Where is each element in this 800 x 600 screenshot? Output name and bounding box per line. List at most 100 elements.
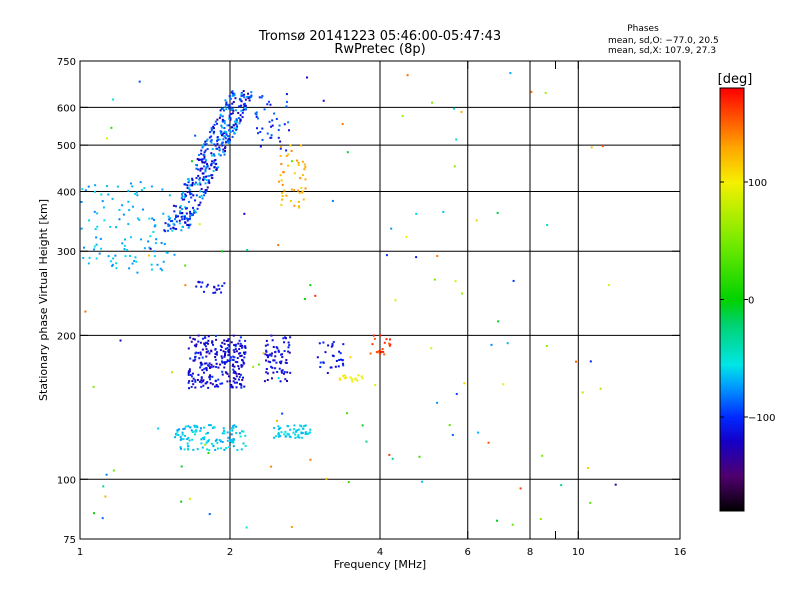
colorbar-band	[720, 274, 744, 276]
data-point	[237, 365, 240, 368]
data-point	[181, 431, 184, 434]
data-point	[152, 230, 155, 233]
colorbar-band	[720, 448, 744, 450]
data-point	[372, 334, 375, 337]
colorbar-band	[720, 430, 744, 432]
x-tick-label-2: 2	[227, 547, 233, 558]
data-point	[405, 235, 408, 238]
colorbar-band	[720, 349, 744, 351]
data-point	[309, 428, 312, 431]
data-point	[93, 245, 96, 248]
data-point	[177, 215, 180, 218]
data-point	[101, 517, 104, 520]
data-point	[216, 351, 219, 354]
data-point	[243, 353, 246, 356]
colorbar-band	[720, 185, 744, 187]
colorbar-band	[720, 134, 744, 136]
y-tick-label-300: 300	[57, 247, 76, 258]
colorbar-band	[720, 286, 744, 288]
data-point	[189, 193, 192, 196]
phases-box: Phases mean, sd,O: −77.0, 20.5 mean, sd,…	[608, 24, 719, 56]
colorbar-band	[720, 257, 744, 259]
colorbar-band	[720, 468, 744, 470]
data-point	[197, 168, 200, 171]
data-point	[232, 377, 235, 380]
colorbar-band	[720, 202, 744, 204]
data-point	[272, 359, 275, 362]
data-point	[210, 164, 213, 167]
colorbar-band	[720, 142, 744, 144]
data-point	[234, 371, 237, 374]
data-point	[207, 386, 210, 389]
colorbar-band	[720, 139, 744, 141]
data-point	[231, 135, 234, 138]
data-point	[238, 373, 241, 376]
data-point	[218, 116, 221, 119]
x-tick-label-1: 1	[77, 547, 83, 558]
data-point	[214, 348, 217, 351]
data-point	[199, 366, 202, 369]
data-point	[214, 291, 217, 294]
data-point	[127, 189, 130, 192]
data-point	[205, 143, 208, 146]
colorbar-band	[720, 122, 744, 124]
colorbar-band	[720, 427, 744, 429]
colorbar-band	[720, 400, 744, 402]
data-point	[231, 429, 234, 432]
data-point	[238, 432, 241, 435]
data-point	[203, 194, 206, 197]
data-point	[221, 370, 224, 373]
data-point	[182, 191, 185, 194]
data-point	[233, 370, 236, 373]
data-point	[307, 432, 310, 435]
colorbar-band	[720, 384, 744, 386]
colorbar-band	[720, 458, 744, 460]
colorbar-band	[720, 428, 744, 430]
colorbar-band	[720, 315, 744, 317]
data-point	[198, 177, 201, 180]
data-point	[234, 345, 237, 348]
colorbar-band	[720, 405, 744, 407]
data-point	[81, 188, 84, 191]
colorbar-band	[720, 255, 744, 257]
colorbar-band	[720, 162, 744, 164]
data-point	[270, 354, 273, 357]
data-point	[237, 352, 240, 355]
data-point	[231, 386, 234, 389]
data-point	[175, 205, 178, 208]
colorbar-band	[720, 174, 744, 176]
data-point	[178, 219, 181, 222]
data-point	[237, 378, 240, 381]
data-point	[541, 454, 544, 457]
data-point	[102, 485, 105, 488]
data-point	[382, 350, 385, 353]
data-point	[338, 377, 341, 380]
colorbar-band	[720, 275, 744, 277]
data-point	[194, 199, 197, 202]
data-point	[133, 260, 136, 263]
data-point	[200, 438, 203, 441]
data-point	[181, 198, 184, 201]
colorbar-band	[720, 281, 744, 283]
data-point	[136, 194, 139, 197]
data-point	[294, 433, 297, 436]
colorbar-band	[720, 240, 744, 242]
data-point	[150, 268, 153, 271]
data-point	[211, 176, 214, 179]
data-point	[189, 336, 192, 339]
data-point	[281, 191, 284, 194]
colorbar-band	[720, 304, 744, 306]
data-point	[223, 355, 226, 358]
colorbar-band	[720, 456, 744, 458]
colorbar-band	[720, 135, 744, 137]
colorbar-band	[720, 415, 744, 417]
colorbar-band	[720, 247, 744, 249]
colorbar-band	[720, 397, 744, 399]
data-point	[175, 220, 178, 223]
colorbar-band	[720, 497, 744, 499]
data-point	[189, 223, 192, 226]
data-point	[361, 377, 364, 380]
data-point	[171, 229, 174, 232]
data-point	[243, 356, 246, 359]
colorbar-band	[720, 420, 744, 422]
